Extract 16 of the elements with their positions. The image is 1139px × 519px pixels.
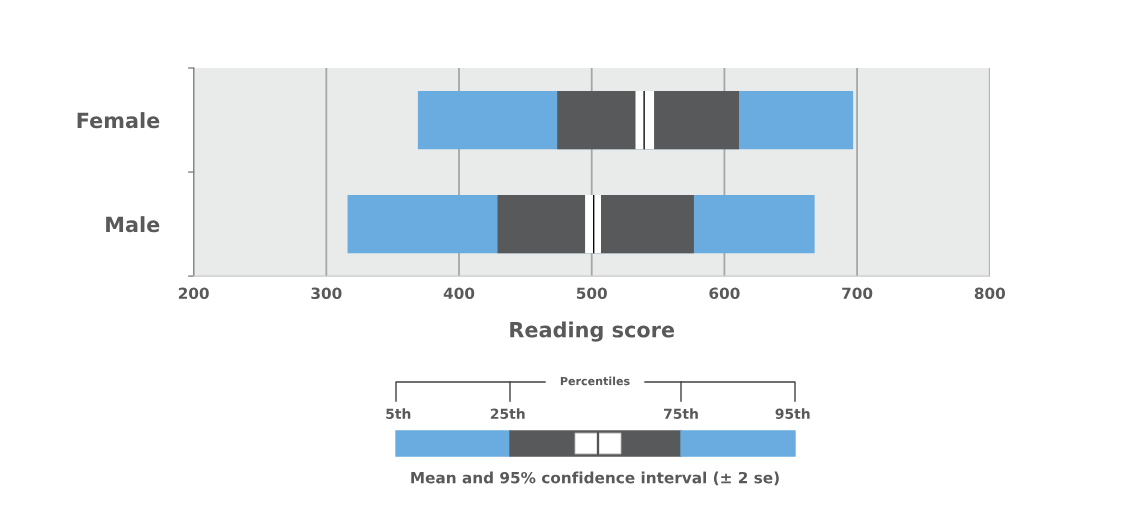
- x-tick-label: 600: [709, 287, 740, 300]
- x-tick-label: 500: [576, 287, 607, 300]
- x-tick-label: 400: [443, 287, 475, 300]
- x-tick-label: 300: [311, 287, 342, 300]
- x-axis-title: Reading score: [510, 321, 675, 342]
- x-tick-label: 800: [974, 287, 1006, 300]
- text: 5th: [386, 408, 411, 420]
- text: Percentiles: [560, 376, 630, 386]
- y-tick-label: Female: [77, 112, 160, 129]
- text: 25th: [490, 408, 525, 420]
- text: 95th: [775, 408, 810, 420]
- x-tick-label: 200: [178, 287, 209, 300]
- text: 75th: [664, 408, 698, 420]
- x-tick-label: 700: [842, 287, 873, 300]
- y-tick-label: Male: [106, 216, 160, 233]
- text: Mean and 95% confidence interval (± 2 se): [411, 471, 779, 486]
